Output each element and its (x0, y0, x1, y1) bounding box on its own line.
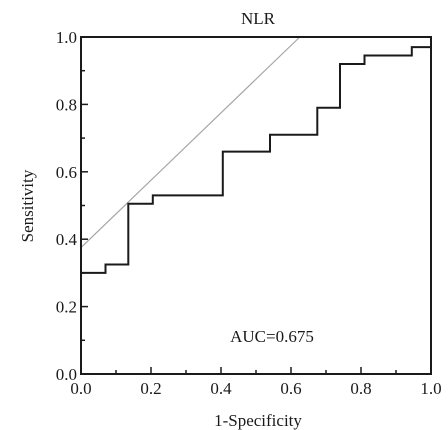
reference-line-layer (80, 36, 301, 249)
x-axis-label: 1-Specificity (214, 411, 302, 430)
roc-curve (80, 46, 431, 374)
x-tick-label: 0.6 (280, 379, 301, 398)
chart-title: NLR (241, 9, 276, 28)
reference-line (80, 36, 301, 249)
x-axis-ticks: 0.0 0.2 0.4 0.6 0.8 1.0 (70, 367, 442, 398)
y-tick-label: 0.0 (56, 365, 77, 384)
y-tick-label: 0.2 (56, 298, 77, 317)
y-axis-label: Sensitivity (18, 169, 37, 242)
y-tick-label: 0.8 (56, 95, 77, 114)
y-tick-label: 0.6 (56, 163, 77, 182)
x-tick-label: 0.8 (350, 379, 371, 398)
x-tick-label: 0.0 (70, 379, 91, 398)
y-tick-label: 0.4 (56, 230, 78, 249)
y-axis-ticks: 0.0 0.2 0.4 0.6 0.8 1.0 (56, 28, 88, 384)
roc-curve-layer (80, 46, 431, 374)
x-tick-label: 0.4 (210, 379, 232, 398)
x-tick-label: 0.2 (140, 379, 161, 398)
x-tick-label: 1.0 (420, 379, 441, 398)
plot-frame (80, 36, 432, 375)
auc-annotation: AUC=0.675 (230, 327, 314, 346)
y-tick-label: 1.0 (56, 28, 77, 47)
